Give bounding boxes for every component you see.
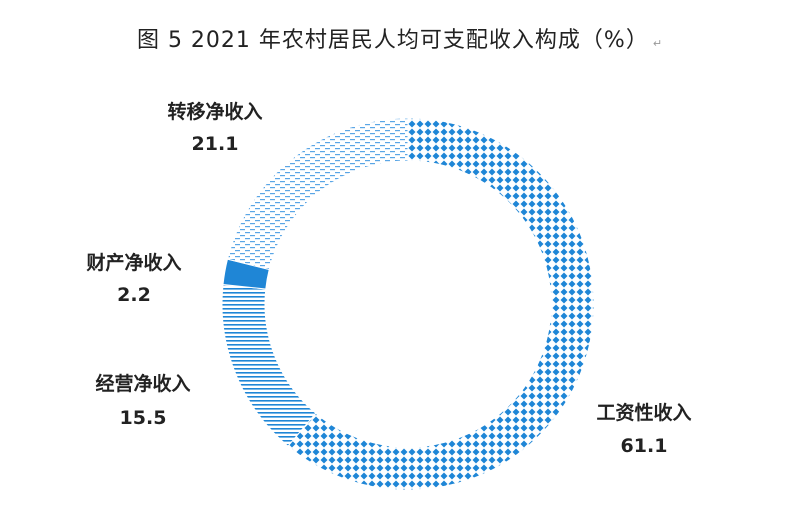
segment-transfer <box>226 117 409 271</box>
label-property-name: 财产净收入 <box>86 251 181 274</box>
paragraph-mark-icon: ↵ <box>652 37 664 50</box>
chart-title-text: 图 5 2021 年农村居民人均可支配收入构成（%） <box>136 28 649 53</box>
label-business-value: 15.5 <box>120 407 167 429</box>
chart-title: 图 5 2021 年农村居民人均可支配收入构成（%） ↵ <box>0 22 800 54</box>
label-property-value: 2.2 <box>117 284 151 306</box>
label-transfer-name: 转移净收入 <box>167 100 262 123</box>
donut-segments <box>221 117 595 491</box>
label-business-name: 经营净收入 <box>95 372 190 395</box>
segment-business <box>221 283 317 447</box>
label-wage-name: 工资性收入 <box>596 401 691 424</box>
label-transfer-value: 21.1 <box>192 133 239 155</box>
segment-wage <box>287 117 595 491</box>
label-wage-value: 61.1 <box>621 435 668 457</box>
